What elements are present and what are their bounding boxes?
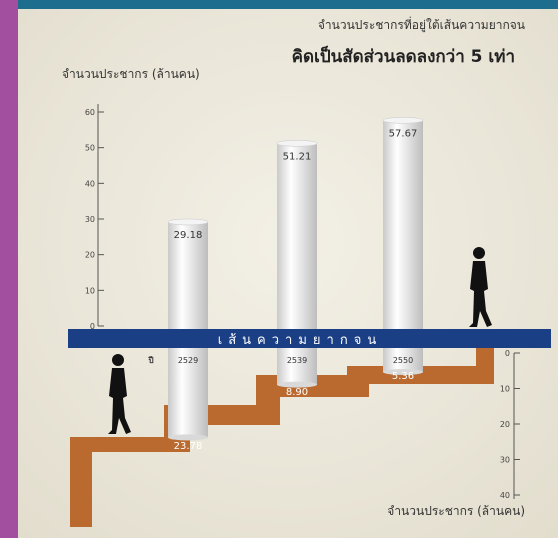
upper-tick-label: 40 [85,179,95,188]
upper-bar [383,120,423,330]
year-labels: ปี 2529 2539 2550 [148,355,413,365]
upper-bar [277,143,317,330]
lower-tick-label: 20 [500,420,510,429]
lower-axis-label: จำนวนประชากร (ล้านคน) [387,504,525,518]
upper-y-axis: 0 10 20 30 40 50 60 [85,104,104,331]
upper-tick-label: 50 [85,144,95,153]
year-label: 2539 [287,356,307,365]
lower-bar [383,348,423,373]
top-strip [18,0,558,9]
walking-man-icon [469,247,492,327]
lower-y-axis: 0 10 20 30 40 [500,349,520,500]
year-label: 2529 [178,356,198,365]
year-label: 2550 [393,356,413,365]
lower-bar-cap [168,434,208,441]
lower-bar-value-label: 23.78 [174,441,203,452]
lower-bars: 23.78 8.90 5.36 [168,348,423,452]
upper-tick-label: 10 [85,286,95,295]
chart-subtitle: คิดเป็นสัดส่วนลดลงกว่า 5 เท่า [292,44,515,67]
upper-tick-label: 30 [85,215,95,224]
lower-tick-label: 10 [500,385,510,394]
lower-tick-label: 0 [505,349,510,358]
upper-bar-cap [167,218,209,226]
lower-tick-label: 30 [500,456,510,465]
upper-bar-cap [276,140,318,147]
staircase [70,334,494,527]
upper-bar-value-label: 29.18 [174,230,203,241]
walking-man-icon [108,354,131,434]
upper-bar [168,221,208,330]
lower-bar-cap [277,381,317,388]
lower-tick-label: 40 [500,491,510,500]
lower-bar-cap [383,369,423,376]
upper-tick-label: 20 [85,251,95,260]
lower-bar-value-label: 8.90 [286,387,308,398]
upper-bar-cap [382,117,424,124]
year-prefix-label: ปี [148,355,154,365]
upper-bar-value-label: 51.21 [283,151,312,162]
chart-title: จำนวนประชากรที่อยู่ใต้เส้นความยากจน [318,16,525,33]
upper-axis-label: จำนวนประชากร (ล้านคน) [62,67,200,81]
upper-tick-label: 0 [90,322,95,331]
poverty-line-label: เส้นความยากจน [218,333,382,348]
lower-bar [168,348,208,438]
upper-tick-label: 60 [85,108,95,117]
upper-bar-value-label: 57.67 [389,128,418,139]
lower-bar-value-label: 5.36 [392,371,414,382]
upper-bars: 29.18 51.21 57.67 [167,117,424,330]
poverty-line-band [68,329,551,348]
lower-bar [277,348,317,385]
